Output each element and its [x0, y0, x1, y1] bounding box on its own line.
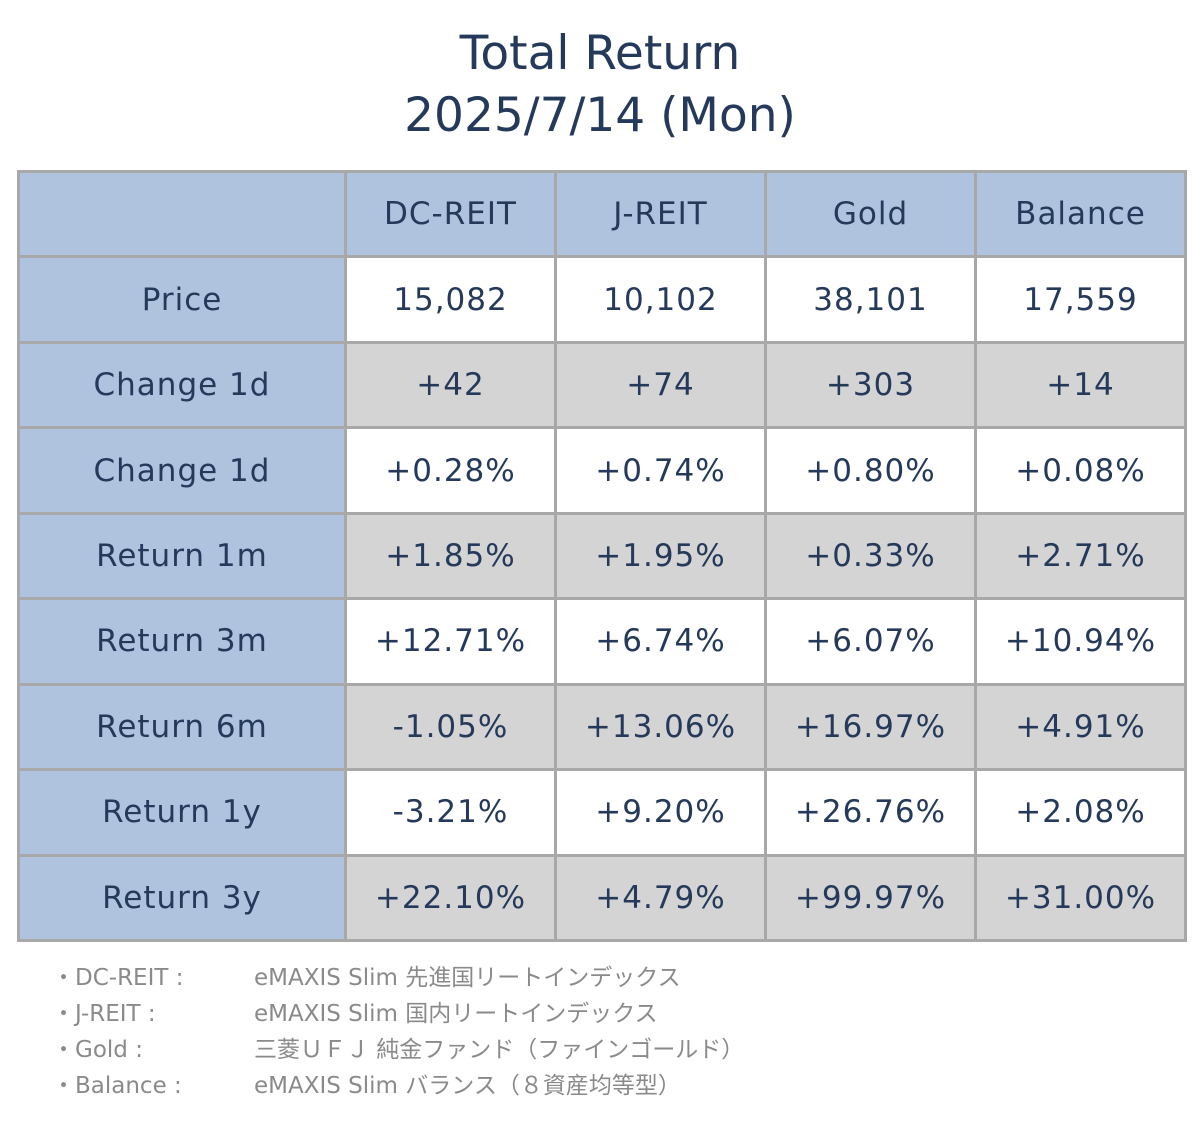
- table-cell: +0.28%: [344, 426, 557, 515]
- table-cell: -3.21%: [344, 768, 557, 857]
- header-corner-cell: [17, 169, 347, 259]
- note-value: eMAXIS Slim 先進国リートインデックス: [254, 965, 681, 991]
- table-row: Return 3y +22.10% +4.79% +99.97% +31.00%: [17, 853, 1187, 942]
- table-cell: 15,082: [344, 255, 557, 344]
- note-key: ・J-REIT :: [52, 1001, 156, 1027]
- table-cell: +74: [554, 340, 767, 430]
- table-cell: +22.10%: [344, 853, 557, 942]
- note-value: 三菱ＵＦＪ 純金ファンド（ファインゴールド）: [254, 1037, 745, 1063]
- table-cell: 10,102: [554, 255, 767, 344]
- table-cell: +16.97%: [764, 682, 977, 772]
- row-label: Price: [17, 255, 347, 344]
- table-cell: +10.94%: [974, 597, 1187, 686]
- table-cell: -1.05%: [344, 682, 557, 772]
- note-value: eMAXIS Slim バランス（８資産均等型）: [254, 1073, 681, 1099]
- table-cell: +303: [764, 340, 977, 430]
- chart-title: Total Return: [459, 26, 741, 81]
- note-key: ・Balance :: [52, 1073, 182, 1099]
- table-cell: +26.76%: [764, 768, 977, 857]
- table-cell: +31.00%: [974, 853, 1187, 942]
- note-item: ・Gold : 三菱ＵＦＪ 純金ファンド（ファインゴールド）: [52, 1032, 1152, 1068]
- table-cell: +13.06%: [554, 682, 767, 772]
- table-cell: +2.71%: [974, 511, 1187, 601]
- table-row: Return 1m +1.85% +1.95% +0.33% +2.71%: [17, 511, 1187, 601]
- table-cell: +6.07%: [764, 597, 977, 686]
- row-label: Return 6m: [17, 682, 347, 772]
- table-cell: +0.74%: [554, 426, 767, 515]
- table-cell: +0.80%: [764, 426, 977, 515]
- note-key: ・DC-REIT :: [52, 965, 184, 991]
- row-label: Return 3y: [17, 853, 347, 942]
- table-cell: 17,559: [974, 255, 1187, 344]
- table-header-row: DC-REIT J-REIT Gold Balance: [17, 169, 1187, 259]
- note-key: ・Gold :: [52, 1037, 143, 1063]
- table-cell: 38,101: [764, 255, 977, 344]
- column-header: Gold: [764, 169, 977, 259]
- table-cell: +6.74%: [554, 597, 767, 686]
- row-label: Change 1d: [17, 340, 347, 430]
- column-header: J-REIT: [554, 169, 767, 259]
- table-cell: +2.08%: [974, 768, 1187, 857]
- table-cell: +9.20%: [554, 768, 767, 857]
- row-label: Change 1d: [17, 426, 347, 515]
- row-label: Return 3m: [17, 597, 347, 686]
- table-row: Return 6m -1.05% +13.06% +16.97% +4.91%: [17, 682, 1187, 772]
- table-cell: +99.97%: [764, 853, 977, 942]
- table-row: Return 1y -3.21% +9.20% +26.76% +2.08%: [17, 768, 1187, 857]
- table-row: Return 3m +12.71% +6.74% +6.07% +10.94%: [17, 597, 1187, 686]
- table-cell: +0.33%: [764, 511, 977, 601]
- table-cell: +14: [974, 340, 1187, 430]
- row-label: Return 1y: [17, 768, 347, 857]
- fund-notes: ・DC-REIT : eMAXIS Slim 先進国リートインデックス ・J-R…: [52, 960, 1152, 1104]
- table-cell: +12.71%: [344, 597, 557, 686]
- table-row: Price 15,082 10,102 38,101 17,559: [17, 255, 1187, 344]
- note-item: ・J-REIT : eMAXIS Slim 国内リートインデックス: [52, 996, 1152, 1032]
- table-cell: +4.91%: [974, 682, 1187, 772]
- chart-subtitle: 2025/7/14 (Mon): [404, 88, 796, 143]
- table-cell: +42: [344, 340, 557, 430]
- table-row: Change 1d +0.28% +0.74% +0.80% +0.08%: [17, 426, 1187, 515]
- table-cell: +4.79%: [554, 853, 767, 942]
- note-item: ・DC-REIT : eMAXIS Slim 先進国リートインデックス: [52, 960, 1152, 996]
- note-item: ・Balance : eMAXIS Slim バランス（８資産均等型）: [52, 1068, 1152, 1104]
- note-value: eMAXIS Slim 国内リートインデックス: [254, 1001, 658, 1027]
- row-label: Return 1m: [17, 511, 347, 601]
- table-row: Change 1d +42 +74 +303 +14: [17, 340, 1187, 430]
- column-header: Balance: [974, 169, 1187, 259]
- table-cell: +1.95%: [554, 511, 767, 601]
- table-cell: +1.85%: [344, 511, 557, 601]
- table-cell: +0.08%: [974, 426, 1187, 515]
- returns-table: DC-REIT J-REIT Gold Balance Price 15,082…: [17, 169, 1187, 942]
- column-header: DC-REIT: [344, 169, 557, 259]
